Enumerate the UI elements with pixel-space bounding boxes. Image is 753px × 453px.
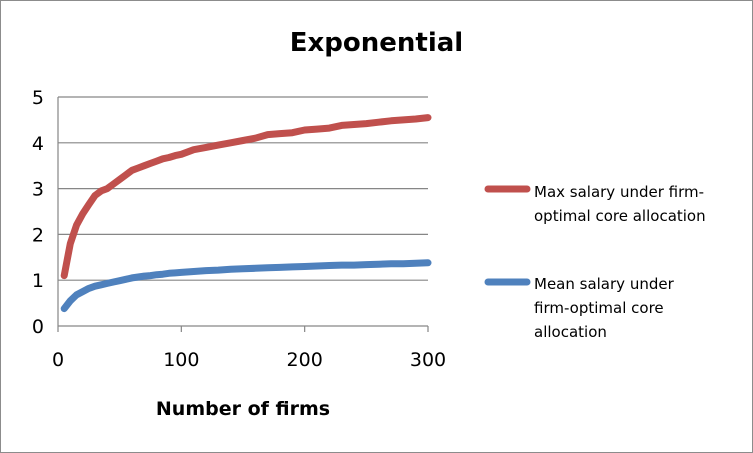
legend-label-mean: Mean salary under firm-optimal core allo…	[534, 275, 674, 341]
axes	[57, 97, 429, 332]
x-axis-label: Number of firms	[156, 398, 330, 420]
series-lines	[60, 114, 432, 313]
x-tick-label: 0	[52, 349, 64, 371]
y-tick-label: 1	[32, 270, 44, 292]
y-tick-label: 2	[32, 224, 44, 246]
y-tick-label: 0	[32, 316, 44, 338]
x-tick-label: 300	[410, 349, 446, 371]
y-tick-label: 3	[32, 179, 44, 201]
y-tick-label: 5	[32, 87, 44, 109]
tick-labels: 0 1 2 3 4 5 0 100 200 300	[32, 87, 446, 371]
x-tick-label: 200	[287, 349, 323, 371]
legend-label-max: Max salary under firm-optimal core alloc…	[534, 183, 706, 225]
legend-marks	[484, 185, 531, 286]
chart-title: Exponential	[289, 28, 464, 58]
series-line-mean-salary	[60, 259, 432, 313]
x-tick-label: 100	[163, 349, 199, 371]
y-tick-label: 4	[32, 133, 44, 155]
series-line-max-salary	[60, 114, 432, 280]
